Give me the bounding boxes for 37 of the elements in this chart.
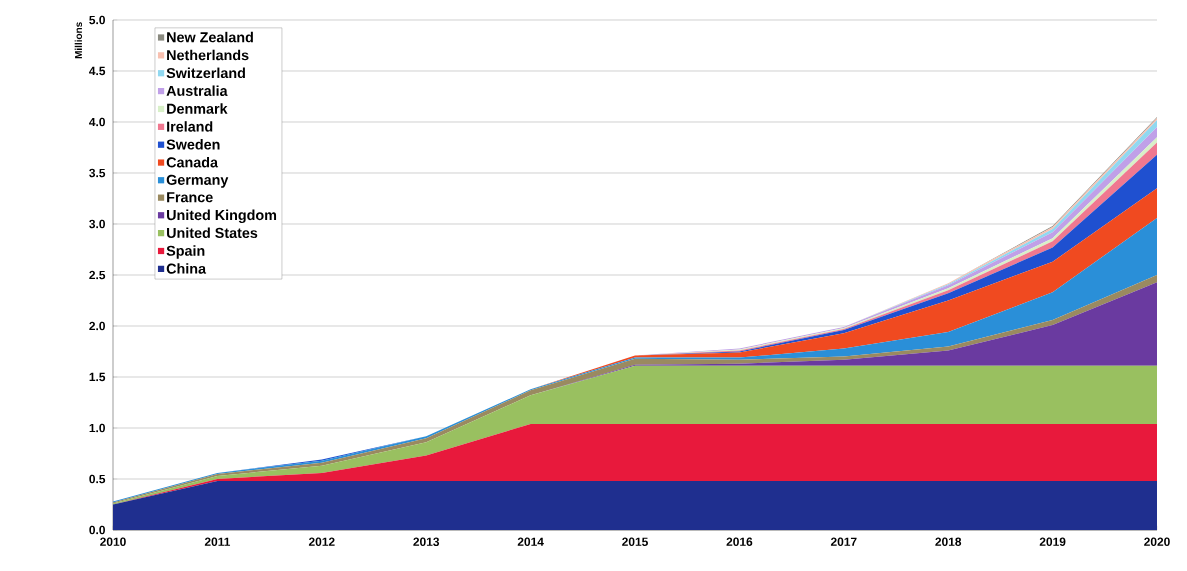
y-tick-label: 2.5 [89,270,106,280]
legend-label: Australia [166,85,228,96]
legend-label: Switzerland [166,67,245,79]
x-tick-label: 2015 [622,537,648,546]
y-tick-label: 5.0 [89,15,105,25]
legend-label: Canada [166,156,219,168]
x-tick-label: 2018 [935,537,962,546]
y-tick-label: 2.0 [89,321,105,331]
legend-label: Spain [166,245,205,259]
legend-label: France [167,192,213,203]
y-axis-title: Millions [74,22,83,59]
y-tick-label: 0.5 [89,474,106,484]
x-tick-label: 2017 [830,537,857,546]
legend-label: Sweden [166,139,220,150]
y-tick-label: 4.5 [89,66,106,76]
y-tick-label: 0.0 [89,525,105,535]
x-tick-label: 2011 [204,537,231,546]
legend-label: Netherlands [167,49,249,61]
legend-label: Germany [166,174,229,188]
legend-label: China [166,263,207,274]
legend-label: United Kingdom [167,209,277,224]
y-tick-label: 3.0 [89,219,105,229]
x-tick-label: 2013 [413,537,440,547]
y-tick-label: 4.0 [89,117,105,127]
legend-label: United States [167,227,258,239]
x-tick-label: 2014 [517,537,544,546]
legend-label: New Zealand [167,31,253,43]
x-tick-label: 2020 [1144,537,1170,546]
y-tick-label: 3.5 [89,168,106,178]
x-tick-label: 2016 [726,537,753,546]
y-tick-label: 1.0 [89,423,105,433]
y-tick-label: 1.5 [89,372,106,382]
x-tick-label: 2019 [1039,537,1066,546]
x-tick-label: 2010 [100,537,126,546]
x-tick-label: 2012 [308,537,335,546]
legend-label: Denmark [167,103,228,114]
legend-label: Ireland [167,121,213,132]
